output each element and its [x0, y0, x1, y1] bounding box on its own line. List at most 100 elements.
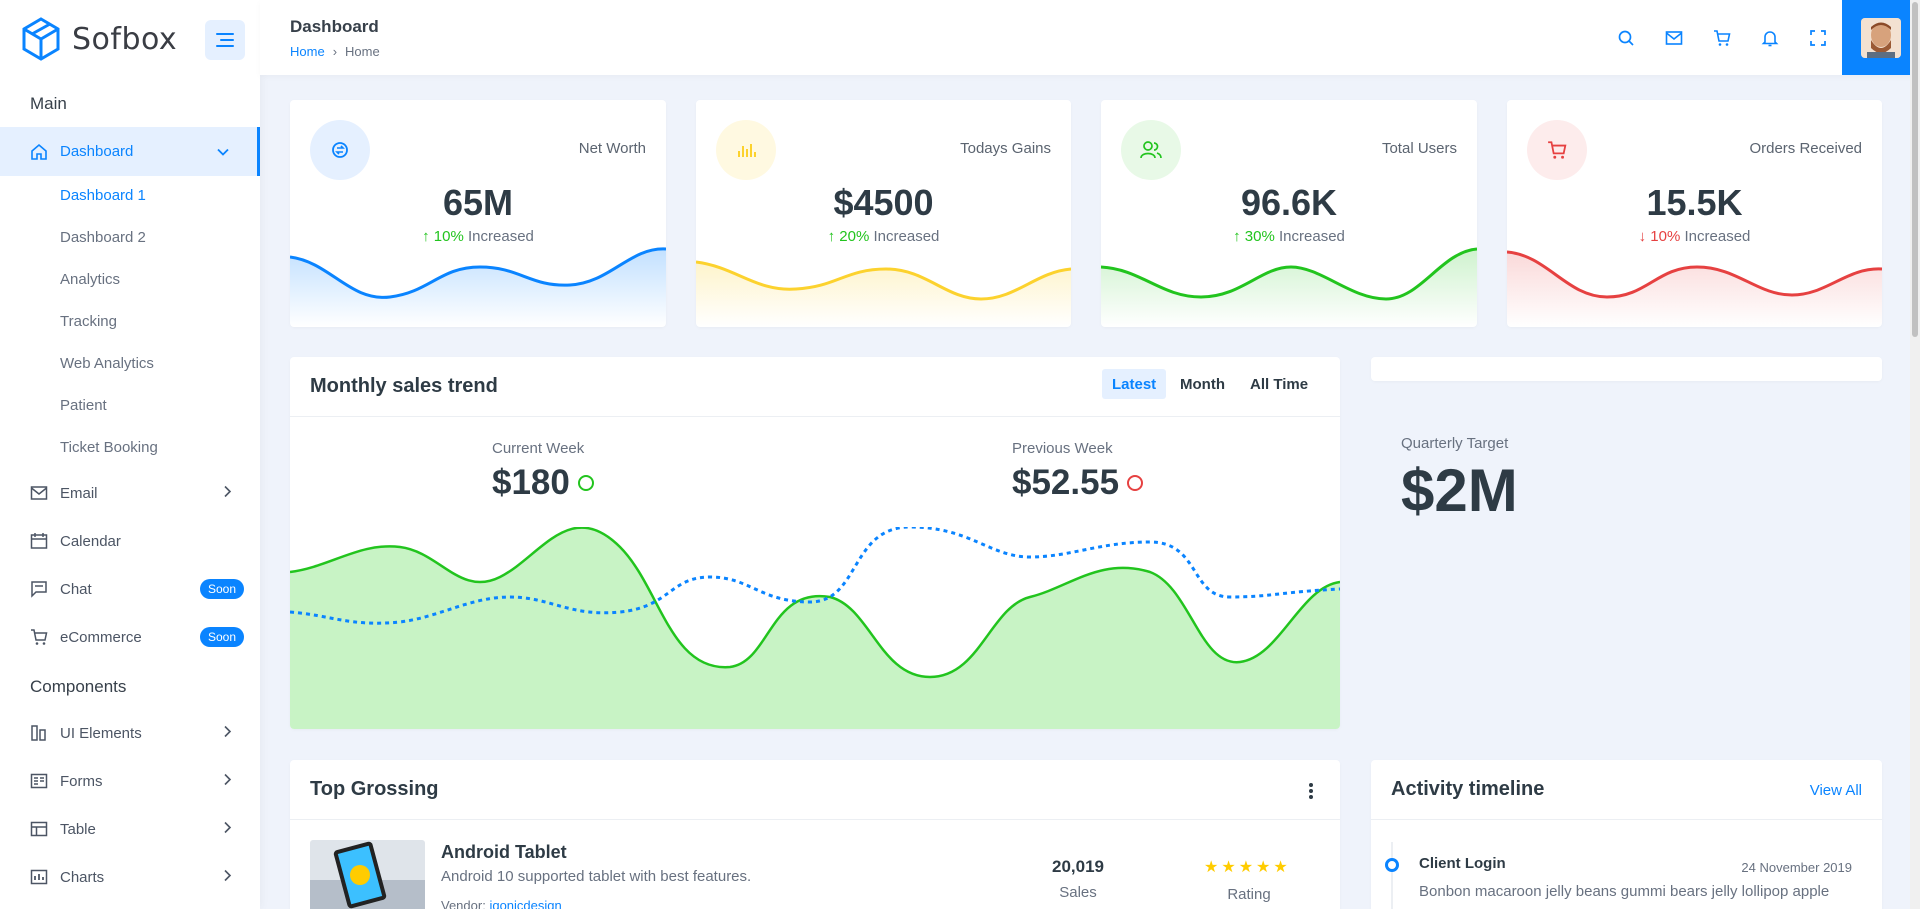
fullscreen-icon[interactable] [1806, 26, 1830, 50]
sidebar-item-label: Email [60, 484, 98, 502]
stat-value: $4500 [833, 182, 934, 223]
user-menu-button[interactable] [1842, 0, 1920, 75]
sidebar-item-label: Charts [60, 868, 105, 886]
chevron-down-icon [217, 143, 229, 160]
home-icon [30, 143, 48, 161]
product-rating-stars: ★ ★ ★ ★ ★ [1204, 857, 1291, 877]
sidebar-item-forms[interactable]: Forms [0, 757, 260, 805]
sidebar-item-label: UI Elements [60, 724, 142, 742]
calendar-icon [30, 532, 48, 550]
stat-delta: ↑ 30% Increased [1101, 228, 1477, 245]
breadcrumb-separator: › [332, 44, 338, 59]
sidebar-item-table[interactable]: Table [0, 805, 260, 853]
stat-delta: ↑ 20% Increased [696, 228, 1071, 245]
sidebar-sub-tracking[interactable]: Tracking [60, 313, 117, 330]
product-image[interactable] [310, 840, 425, 909]
brand-name: Sofbox [72, 21, 178, 57]
sidebar-sub-analytics[interactable]: Analytics [60, 271, 121, 288]
arrow-up-icon: ↑ [422, 228, 430, 245]
tab-month[interactable]: Month [1180, 375, 1225, 393]
mail-icon[interactable] [1662, 26, 1686, 50]
stat-value: 15.5K [1646, 182, 1743, 223]
stat-card-total-users: Total Users 96.6K ↑ 30% Increased [1101, 100, 1477, 327]
cart-icon [1527, 120, 1587, 180]
stat-value: 65M [442, 182, 514, 223]
sidebar-item-charts[interactable]: Charts [0, 853, 260, 901]
sidebar-item-ui-elements[interactable]: UI Elements [0, 709, 260, 757]
chart-icon [30, 868, 48, 886]
scrollbar-thumb[interactable] [1912, 2, 1918, 337]
activity-timeline-card: Activity timeline View All Client Login … [1371, 760, 1882, 909]
more-vertical-icon[interactable] [1308, 782, 1314, 800]
stat-delta-percent: 30% [1244, 228, 1275, 245]
stat-sparkline [696, 260, 1071, 327]
sidebar-item-label: Calendar [60, 532, 121, 550]
breadcrumb-home-link[interactable]: Home [290, 44, 325, 59]
product-description: Android 10 supported tablet with best fe… [441, 868, 752, 885]
soon-badge: Soon [199, 627, 244, 647]
search-icon[interactable] [1614, 26, 1638, 50]
tab-latest[interactable]: Latest [1102, 369, 1167, 399]
stat-label: Orders Received [1749, 140, 1862, 157]
stat-delta-percent: 20% [839, 228, 870, 245]
breadcrumb-current: Home [345, 44, 380, 59]
stat-label: Net Worth [578, 140, 646, 157]
current-week-amount: $180 [492, 463, 570, 502]
view-all-link[interactable]: View All [1809, 782, 1862, 799]
current-week-label: Current Week [492, 440, 585, 457]
product-name[interactable]: Android Tablet [441, 842, 567, 862]
sidebar-section-main: Main [30, 94, 67, 113]
menu-icon [216, 33, 234, 47]
quarterly-target-value: $2M [1401, 457, 1518, 524]
sidebar-sub-dashboard-1[interactable]: Dashboard 1 [60, 187, 146, 204]
bar-chart-icon [716, 120, 776, 180]
sidebar-item-dashboard[interactable]: Dashboard [0, 127, 260, 176]
sidebar-item-label: Chat [60, 580, 92, 598]
money-exchange-icon [310, 120, 370, 180]
cart-icon[interactable] [1710, 26, 1734, 50]
brand-logo[interactable]: Sofbox [20, 14, 177, 64]
sidebar-item-label: eCommerce [60, 628, 142, 646]
sidebar-sub-patient[interactable]: Patient [60, 397, 107, 414]
sidebar-item-label: Forms [60, 772, 103, 790]
mail-icon [30, 484, 48, 502]
chevron-right-icon [224, 485, 232, 502]
sidebar-item-ecommerce[interactable]: eCommerce Soon [0, 613, 260, 661]
sidebar-item-label: Dashboard [60, 143, 134, 160]
ui-elements-icon [30, 724, 48, 742]
soon-badge: Soon [199, 579, 244, 599]
bell-icon[interactable] [1758, 26, 1782, 50]
quarterly-target-header-card [1371, 357, 1882, 381]
stat-sparkline [1101, 247, 1477, 327]
sidebar-sub-web-analytics[interactable]: Web Analytics [60, 355, 154, 372]
divider [1371, 819, 1882, 820]
logo-icon [22, 17, 60, 61]
product-vendor: Vendor: iqonicdesign [441, 898, 562, 909]
divider [290, 819, 1340, 820]
stat-card-todays-gains: Todays Gains $4500 ↑ 20% Increased [696, 100, 1071, 327]
trend-down-circle-icon [1127, 475, 1144, 491]
sidebar-item-chat[interactable]: Chat Soon [0, 565, 260, 613]
sidebar-item-calendar[interactable]: Calendar [0, 517, 260, 565]
timeline-dot-icon [1385, 858, 1399, 872]
divider [290, 416, 1340, 417]
current-week-area [290, 527, 1340, 729]
timeline-item-date: 24 November 2019 [1741, 860, 1852, 875]
previous-week-amount: $52.55 [1012, 463, 1120, 502]
sidebar-sub-ticket-booking[interactable]: Ticket Booking [60, 439, 158, 456]
page-title: Dashboard [290, 17, 379, 36]
page-scrollbar[interactable] [1910, 0, 1920, 909]
sidebar-sub-dashboard-2[interactable]: Dashboard 2 [60, 229, 146, 246]
sidebar-item-email[interactable]: Email [0, 469, 260, 517]
menu-toggle-button[interactable] [205, 20, 245, 60]
vendor-link[interactable]: iqonicdesign [489, 898, 562, 909]
timeline-item-title: Client Login [1419, 855, 1506, 872]
chevron-right-icon [224, 773, 232, 790]
cart-icon [30, 628, 48, 646]
stat-delta-text: Increased [468, 228, 534, 245]
vendor-label: Vendor: [441, 898, 486, 909]
tab-all-time[interactable]: All Time [1250, 375, 1309, 393]
stat-delta-text: Increased [1684, 228, 1751, 245]
product-rating-label: Rating [1227, 886, 1271, 903]
stat-sparkline [1507, 250, 1882, 327]
